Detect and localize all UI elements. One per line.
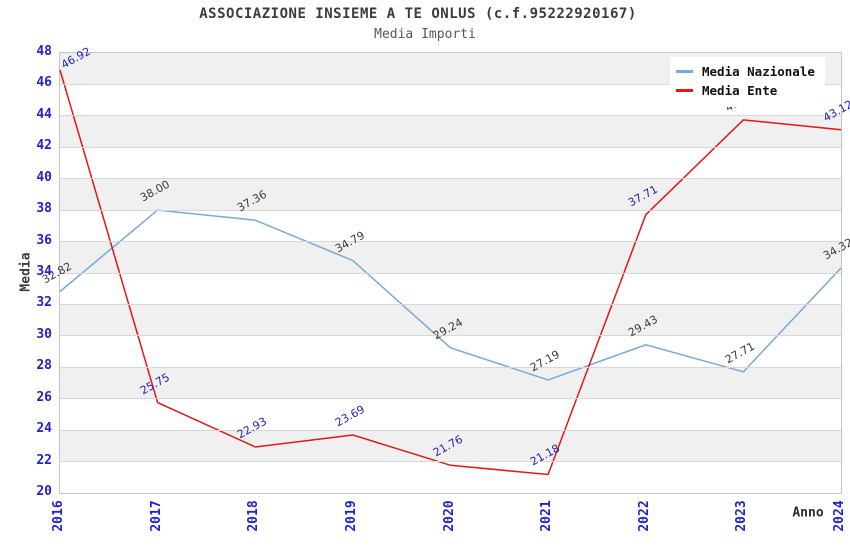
y-tick-label: 30 [36, 326, 52, 342]
series-line-media-ente [59, 69, 842, 476]
x-tick-label-2017: 2017 [148, 500, 164, 532]
gridline [60, 178, 841, 180]
x-axis-title: Anno [792, 505, 824, 521]
gridline [60, 461, 841, 463]
x-tick-label-2018: 2018 [246, 500, 262, 532]
y-tick-label: 38 [36, 201, 52, 217]
y-tick-label: 36 [36, 232, 52, 248]
legend-label-media-nazionale: Media Nazionale [702, 64, 815, 79]
gridline [60, 241, 841, 243]
gridline [60, 366, 841, 368]
gridline [60, 335, 841, 337]
media-nazionale-line-icon [676, 70, 693, 73]
legend-item-media-nazionale: Media Nazionale [676, 62, 815, 81]
gridline [60, 272, 841, 274]
gridline [60, 146, 841, 148]
x-tick-label-2020: 2020 [441, 500, 457, 532]
y-tick-label: 24 [36, 421, 52, 437]
gridline [60, 209, 841, 211]
plot-area: 32.82 38.00 37.36 34.79 29.24 27.19 29.43 27.71… [40, 45, 850, 494]
series-line-media-nazionale [59, 209, 842, 381]
y-tick-label: 20 [36, 484, 52, 499]
y-tick-label: 28 [36, 358, 52, 374]
x-tick-label-2021: 2021 [539, 500, 555, 532]
legend-item-media-ente: Media Ente [676, 81, 815, 100]
x-tick-label-2016: 2016 [51, 500, 66, 532]
gridline [60, 398, 841, 400]
gridline [60, 303, 841, 305]
y-tick-label: 48 [36, 44, 52, 59]
y-tick-label: 40 [36, 169, 52, 185]
gridline [60, 83, 841, 85]
legend-label-media-ente: Media Ente [702, 83, 778, 98]
y-tick-label: 32 [36, 295, 52, 311]
x-tick-label-2019: 2019 [343, 500, 359, 532]
x-tick-label-2024: 2024 [832, 500, 847, 532]
chart-subtitle: Media Importi [374, 27, 476, 42]
chart-title: ASSOCIAZIONE INSIEME A TE ONLUS (c.f.952… [199, 6, 637, 22]
x-tick-label-2023: 2023 [734, 500, 750, 532]
y-tick-label: 34 [36, 264, 52, 279]
y-tick-label: 22 [36, 452, 52, 468]
gridline [60, 115, 841, 117]
series-lines [59, 69, 842, 476]
y-tick-label: 26 [36, 389, 52, 405]
gridline [60, 429, 841, 431]
y-tick-label: 42 [36, 138, 52, 154]
media-ente-line-icon [676, 89, 693, 92]
y-tick-label: 44 [36, 106, 52, 122]
y-tick-label: 46 [36, 75, 52, 91]
x-tick-label-2022: 2022 [636, 500, 652, 532]
legend: Media Nazionale Media Ente [670, 57, 825, 107]
